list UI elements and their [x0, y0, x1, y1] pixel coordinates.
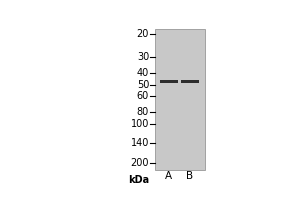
Text: 50: 50 [137, 80, 149, 90]
Text: kDa: kDa [128, 175, 149, 185]
Text: A: A [165, 171, 172, 181]
Text: 30: 30 [137, 52, 149, 62]
Bar [181, 80, 199, 83]
Bar [160, 80, 178, 83]
Bar [155, 29, 205, 170]
Text: 100: 100 [131, 119, 149, 129]
Text: 60: 60 [137, 91, 149, 101]
Text: 80: 80 [137, 107, 149, 117]
Text: 40: 40 [137, 68, 149, 78]
Text: 20: 20 [137, 29, 149, 39]
Text: B: B [186, 171, 194, 181]
Text: 200: 200 [130, 158, 149, 168]
Text: 140: 140 [131, 138, 149, 148]
